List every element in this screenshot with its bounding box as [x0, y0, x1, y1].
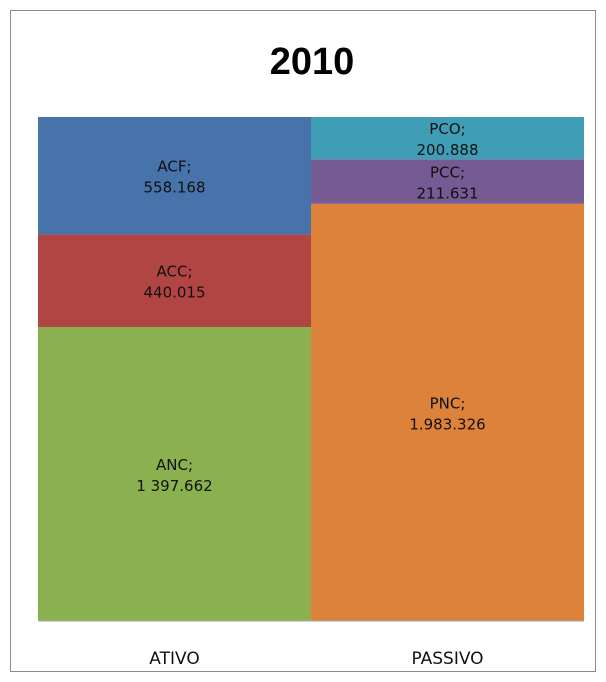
segment-value-acc: 440.015: [143, 284, 205, 302]
bar-segment-pco: [311, 117, 584, 160]
bar-segment-pcc: [311, 159, 584, 204]
segment-value-pnc: 1.983.326: [409, 415, 485, 433]
segment-label-anc: ANC;: [156, 456, 193, 474]
segment-label-pcc: PCC;: [430, 164, 465, 182]
bar-segment-acf: [38, 117, 311, 235]
category-label-passivo: PASSIVO: [411, 649, 483, 669]
bar-segment-pnc: [311, 203, 584, 621]
segment-label-acc: ACC;: [157, 263, 193, 281]
bar-segment-anc: [38, 326, 311, 621]
segment-label-pco: PCO;: [429, 120, 465, 138]
category-label-ativo: ATIVO: [149, 649, 199, 669]
segment-value-anc: 1 397.662: [136, 477, 212, 495]
segment-value-pco: 200.888: [416, 141, 478, 159]
segment-label-acf: ACF;: [157, 158, 191, 176]
chart-title: 2010: [270, 41, 355, 83]
category-labels: ATIVO PASSIVO: [149, 649, 483, 669]
segment-value-acf: 558.168: [143, 179, 205, 197]
segment-value-pcc: 211.631: [416, 185, 478, 203]
bar-segment-acc: [38, 234, 311, 327]
segment-label-pnc: PNC;: [430, 394, 466, 412]
bars-group: ANC; 1 397.662 ACC; 440.015 ACF; 558.168 PNC; 1…: [38, 117, 584, 621]
